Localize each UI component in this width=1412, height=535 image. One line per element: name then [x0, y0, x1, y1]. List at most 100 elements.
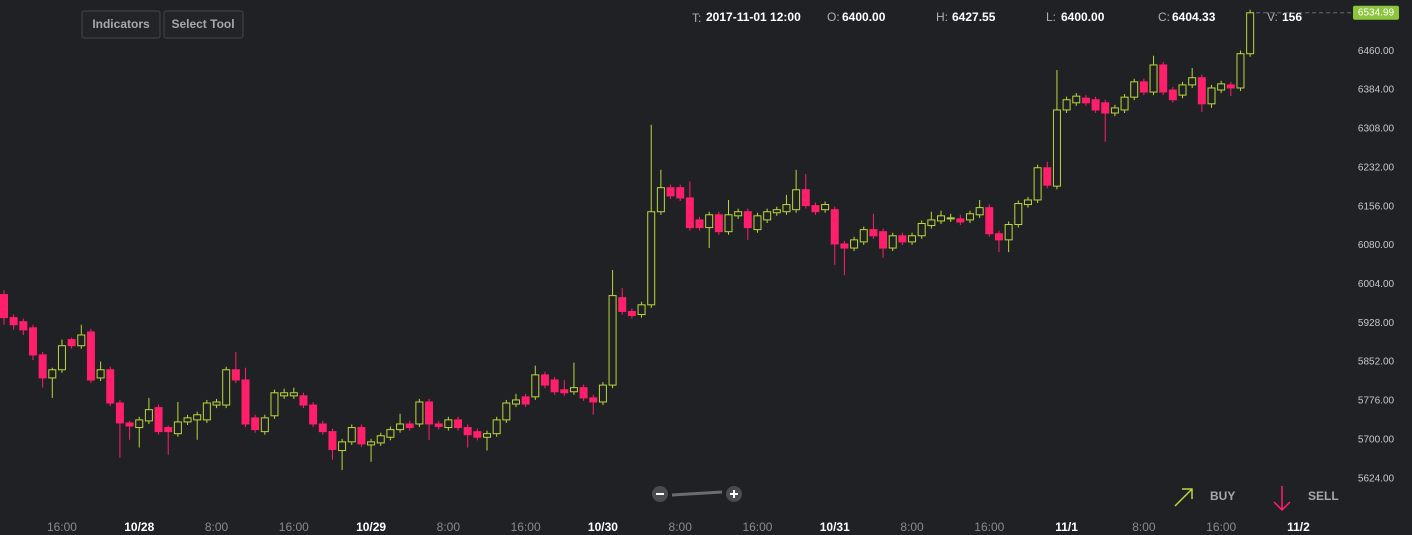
sell-label[interactable]: SELL [1308, 489, 1339, 503]
candle-body [705, 214, 714, 229]
candle-body [38, 354, 47, 379]
candle-body [328, 431, 337, 451]
candle-body [48, 369, 57, 379]
x-tick-label: 10/31 [820, 520, 850, 534]
candle-body [473, 431, 482, 438]
candle-body [1236, 53, 1245, 89]
y-tick-label: 6080.00 [1358, 240, 1395, 251]
last-price-box [1353, 5, 1399, 20]
y-tick-label: 6004.00 [1358, 279, 1395, 290]
candle-body [492, 419, 501, 435]
candle-body [164, 427, 173, 433]
indicators-button[interactable] [81, 10, 161, 39]
y-tick-label: 6232.00 [1358, 162, 1395, 173]
candle-body [569, 387, 578, 393]
candle-body [1139, 81, 1148, 93]
y-tick-label: 5624.00 [1358, 473, 1395, 484]
x-tick-label: 8:00 [900, 520, 924, 534]
candle-body [714, 214, 723, 233]
sell-button[interactable]: SELL [1273, 486, 1339, 512]
x-tick-label: 10/30 [588, 520, 618, 534]
buy-label[interactable]: BUY [1210, 489, 1235, 503]
select-tool-label[interactable]: Select Tool [171, 17, 234, 31]
y-tick-label: 6308.00 [1358, 124, 1395, 135]
candle-body [1043, 167, 1052, 186]
candle-body [1246, 12, 1255, 55]
x-tick-label: 8:00 [437, 520, 461, 534]
candle-body [734, 211, 743, 217]
indicators-label[interactable]: Indicators [92, 17, 150, 31]
candle-body [1149, 64, 1158, 93]
select-tool-button[interactable] [163, 10, 244, 39]
candle-body [927, 219, 936, 227]
buy-icon [1174, 488, 1193, 507]
candle-body [1110, 107, 1119, 114]
candle-body [1197, 77, 1206, 105]
header: T: 2017-11-01 12:00 O: 6400.00 H: 6427.5… [692, 10, 1302, 25]
candle-body [685, 197, 694, 229]
candle-body [299, 395, 308, 406]
buy-button[interactable]: BUY [1174, 488, 1235, 507]
candle-body [1081, 97, 1090, 104]
candle-body [251, 417, 260, 431]
x-tick-label: 16:00 [974, 520, 1004, 534]
candle-body [367, 441, 376, 446]
candle-body [917, 222, 926, 237]
candle-body [772, 209, 781, 214]
x-tick-label: 8:00 [1132, 520, 1156, 534]
x-tick-label: 8:00 [669, 520, 693, 534]
candle-body [666, 187, 675, 197]
candle-body [811, 205, 820, 213]
x-tick-label: 16:00 [47, 520, 77, 534]
candle-body [386, 429, 395, 438]
candle-body [260, 417, 269, 433]
candle-body [67, 339, 76, 347]
header-label: T: [692, 11, 701, 25]
candle-body [106, 369, 115, 404]
x-tick-label: 8:00 [205, 520, 229, 534]
candle-body [1023, 199, 1032, 206]
candle-body [830, 209, 839, 245]
candle-body [405, 423, 414, 429]
candle-body [966, 213, 974, 221]
header-label: L: [1046, 10, 1056, 24]
candle-body [96, 369, 105, 379]
x-tick-label: 10/28 [124, 520, 154, 534]
candle-body [318, 423, 327, 433]
candle-body [173, 421, 182, 435]
candle-body [869, 229, 878, 237]
candle-body [280, 392, 289, 397]
candle-body [357, 427, 366, 445]
candle-body [1014, 203, 1023, 226]
candle-body [608, 295, 617, 386]
candle-body [115, 402, 124, 424]
candle-body [415, 401, 424, 425]
candle-body [985, 207, 994, 235]
candle-body [125, 422, 134, 427]
y-tick-label: 5776.00 [1358, 396, 1395, 407]
candle-body [454, 419, 463, 429]
candle-body [1226, 84, 1235, 89]
candle-body [502, 402, 511, 421]
candle-body [763, 211, 772, 221]
candle-body [850, 239, 859, 249]
candle-body [724, 214, 733, 233]
candle-body [57, 345, 66, 371]
zoom-slider[interactable] [671, 490, 723, 497]
x-tick-label: 16:00 [1206, 520, 1236, 534]
candle-body [425, 401, 434, 425]
candle-body [28, 327, 37, 356]
header-value: 156 [1282, 10, 1302, 24]
header-value: 6404.33 [1172, 10, 1216, 24]
y-tick-label: 5852.00 [1358, 357, 1395, 368]
candle-body [782, 204, 791, 213]
y-tick-label: 5928.00 [1358, 318, 1395, 329]
header-value: 2017-11-01 12:00 [706, 10, 801, 24]
candle-body [821, 204, 830, 211]
header-label: H: [936, 10, 948, 24]
candle-body [135, 419, 144, 429]
zoom-control [652, 486, 742, 502]
header-label: O: [827, 10, 840, 24]
